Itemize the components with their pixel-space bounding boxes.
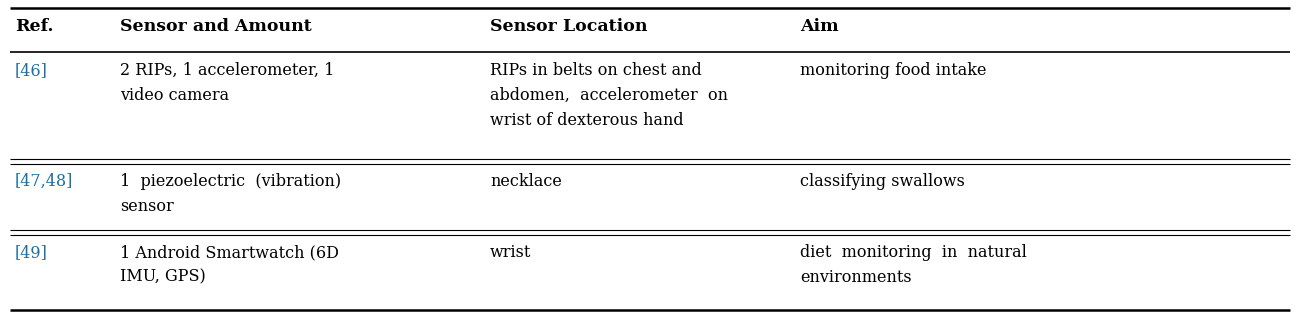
Text: Sensor and Amount: Sensor and Amount bbox=[120, 18, 312, 35]
Text: [47,48]: [47,48] bbox=[16, 173, 73, 190]
Text: Sensor Location: Sensor Location bbox=[490, 18, 647, 35]
Text: RIPs in belts on chest and
abdomen,  accelerometer  on
wrist of dexterous hand: RIPs in belts on chest and abdomen, acce… bbox=[490, 62, 728, 128]
Text: Ref.: Ref. bbox=[16, 18, 53, 35]
Text: monitoring food intake: monitoring food intake bbox=[800, 62, 987, 79]
Text: [49]: [49] bbox=[16, 244, 48, 261]
Text: [46]: [46] bbox=[16, 62, 48, 79]
Text: 2 RIPs, 1 accelerometer, 1
video camera: 2 RIPs, 1 accelerometer, 1 video camera bbox=[120, 62, 334, 104]
Text: classifying swallows: classifying swallows bbox=[800, 173, 965, 190]
Text: 1 Android Smartwatch (6D
IMU, GPS): 1 Android Smartwatch (6D IMU, GPS) bbox=[120, 244, 339, 286]
Text: Aim: Aim bbox=[800, 18, 838, 35]
Text: diet  monitoring  in  natural
environments: diet monitoring in natural environments bbox=[800, 244, 1027, 286]
Text: 1  piezoelectric  (vibration)
sensor: 1 piezoelectric (vibration) sensor bbox=[120, 173, 341, 215]
Text: necklace: necklace bbox=[490, 173, 562, 190]
Text: wrist: wrist bbox=[490, 244, 532, 261]
